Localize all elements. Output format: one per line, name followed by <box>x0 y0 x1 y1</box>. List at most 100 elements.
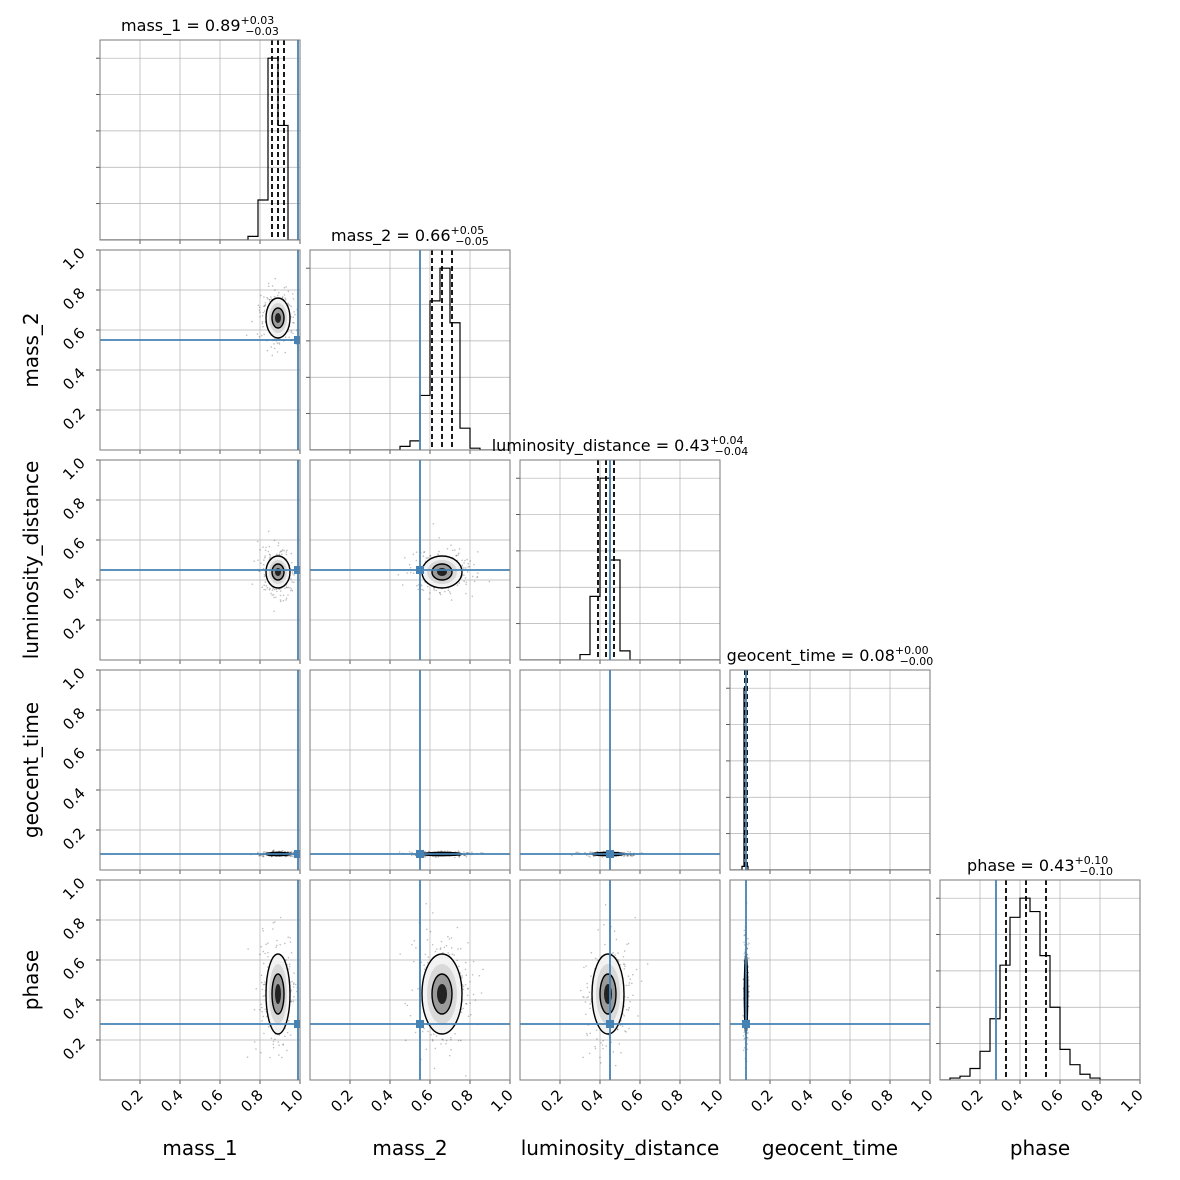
sample-point <box>432 912 434 914</box>
title-value: phase = 0.43 <box>967 856 1074 875</box>
histogram-mass_2 <box>310 267 510 450</box>
sample-point <box>278 342 280 344</box>
sample-point <box>589 1003 591 1005</box>
title-error-minus: −0.00 <box>900 655 934 668</box>
sample-point <box>426 961 429 964</box>
x-tick-label: 0.2 <box>957 1086 987 1116</box>
sample-point <box>260 294 262 297</box>
sample-point <box>255 1048 257 1050</box>
panel-title-mass_1: mass_1 = 0.89+0.03 −0.03 <box>121 14 279 38</box>
sample-point <box>627 996 629 999</box>
y-tick-label: 0.8 <box>59 284 89 314</box>
sample-point <box>281 1056 283 1059</box>
sample-point <box>742 1014 744 1017</box>
sample-point <box>273 849 275 852</box>
contour-1 <box>421 953 463 1035</box>
sample-point <box>268 588 271 591</box>
sample-point <box>258 309 261 311</box>
sample-point <box>273 588 276 591</box>
truth-marker <box>416 850 424 858</box>
sample-point <box>288 336 290 339</box>
sample-point <box>462 988 465 991</box>
sample-point <box>471 595 474 598</box>
sample-point <box>260 981 263 984</box>
sample-point <box>264 952 266 955</box>
sample-point <box>743 1037 746 1040</box>
sample-point <box>292 316 295 319</box>
sample-point <box>425 1048 428 1051</box>
sample-point <box>264 301 267 304</box>
sample-point <box>291 571 294 573</box>
sample-point <box>463 580 465 583</box>
sample-point <box>627 850 629 853</box>
sample-point <box>257 851 259 854</box>
x-tick-label: 1.0 <box>697 1086 727 1116</box>
sample-point <box>266 966 269 968</box>
x-tick-label: 0.4 <box>787 1086 817 1116</box>
sample-point <box>261 1020 263 1022</box>
sample-point <box>262 567 265 570</box>
sample-point <box>458 548 461 550</box>
sample-point <box>632 994 634 997</box>
panel-content <box>520 670 720 870</box>
sample-point <box>263 574 266 576</box>
sample-point <box>404 556 406 559</box>
sample-point <box>303 928 305 930</box>
sample-point <box>278 553 281 556</box>
sample-point <box>635 968 638 971</box>
contour-0 <box>599 973 617 1015</box>
sample-point <box>473 580 476 583</box>
sample-point <box>429 592 431 594</box>
sample-point <box>458 856 460 858</box>
sample-point <box>437 553 439 555</box>
sample-point <box>457 1039 460 1042</box>
sample-point <box>587 995 589 998</box>
sample-point <box>429 555 432 557</box>
sample-point <box>258 953 261 956</box>
sample-point <box>618 1043 621 1045</box>
sample-point <box>273 921 276 923</box>
sample-point <box>440 1043 442 1045</box>
sample-point <box>628 982 631 984</box>
sample-point <box>288 304 291 306</box>
sample-point <box>575 851 577 854</box>
y-tick-label: 0.4 <box>59 994 89 1024</box>
x-tick-label: 1.0 <box>277 1086 307 1116</box>
sample-point <box>599 1062 602 1064</box>
panel-mass_2-mass_2: mass_2 = 0.66+0.05 −0.05 <box>306 224 511 454</box>
sample-point <box>748 990 750 993</box>
sample-point <box>256 540 259 543</box>
sample-point <box>442 1039 445 1041</box>
sample-point <box>631 982 633 985</box>
sample-point <box>406 1004 409 1007</box>
sample-point <box>284 855 287 858</box>
y-tick-label: 0.4 <box>59 364 89 394</box>
panel-phase-geocent_time <box>729 879 931 1084</box>
sample-point <box>450 1048 452 1051</box>
sample-point <box>272 587 275 590</box>
sample-point <box>404 1002 406 1005</box>
sample-point <box>277 544 280 547</box>
sample-point <box>427 956 430 958</box>
density-level-3 <box>437 984 447 1004</box>
contour-1 <box>591 953 625 1035</box>
sample-point <box>292 321 294 324</box>
sample-point <box>261 321 264 323</box>
sample-point <box>415 551 418 553</box>
sample-point <box>285 586 288 589</box>
panel-luminosity_distance-mass_2 <box>309 459 511 664</box>
sample-point <box>472 960 475 963</box>
sample-point <box>292 298 295 300</box>
sample-point <box>275 596 277 599</box>
sample-point <box>448 938 451 940</box>
sample-point <box>629 851 632 853</box>
panel-luminosity_distance-luminosity_distance: luminosity_distance = 0.43+0.04 −0.04 <box>492 434 748 664</box>
sample-point <box>412 553 415 556</box>
x-tick-label: 0.8 <box>447 1086 477 1116</box>
x-tick-label: 0.2 <box>327 1086 357 1116</box>
sample-point <box>264 1008 267 1010</box>
sample-point <box>585 854 588 857</box>
sample-point <box>617 952 619 954</box>
sample-point <box>290 578 292 580</box>
sample-point <box>258 335 261 338</box>
